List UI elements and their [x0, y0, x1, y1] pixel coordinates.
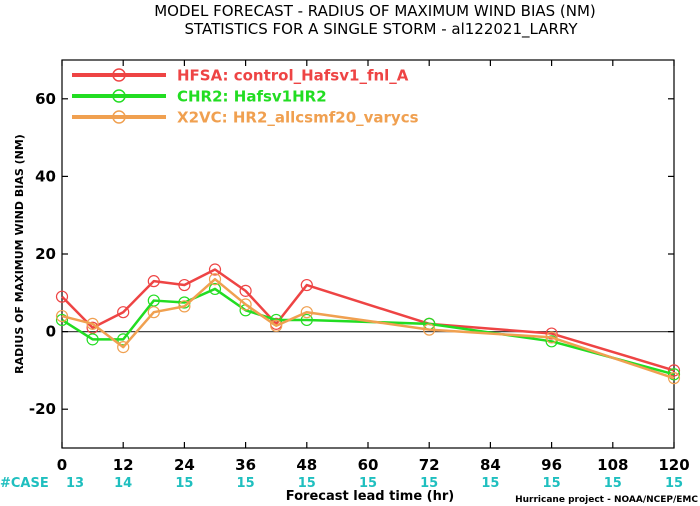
data-point — [86, 317, 99, 330]
series-3 — [55, 273, 681, 385]
credit-text: Hurricane project - NOAA/NCEP/EMC — [515, 495, 698, 505]
data-point — [55, 309, 69, 323]
x-tick-label: 0 — [57, 456, 67, 474]
y-axis-label: RADIUS OF MAXIMUM WIND BIAS (NM) — [13, 134, 26, 374]
x-tick-label: 12 — [113, 456, 134, 474]
data-point — [208, 263, 222, 276]
case-count: 15 — [298, 476, 316, 491]
x-tick-label: 108 — [597, 456, 628, 474]
x-tick-label: 96 — [541, 456, 562, 474]
legend-label: X2VC: HR2_allcsmf20_varycs — [177, 109, 419, 127]
x-tick-label: 72 — [419, 456, 440, 474]
data-point — [147, 294, 160, 307]
data-point — [55, 290, 69, 303]
legend: HFSA: control_Hafsv1_fnl_A CHR2: Hafsv1HR… — [72, 67, 419, 127]
case-label: #CASE — [0, 476, 49, 491]
y-tick-label: 20 — [35, 245, 56, 263]
legend-marker — [112, 110, 126, 124]
data-point — [423, 323, 436, 336]
y-tick-label: 40 — [35, 167, 56, 185]
case-counts: #CASE 13 14 15 15 15 15 15 15 15 15 15 — [0, 476, 683, 491]
chart-title: MODEL FORECAST - RADIUS OF MAXIMUM WIND … — [154, 2, 596, 20]
data-point — [300, 306, 313, 319]
legend-label: HFSA: control_Hafsv1_fnl_A — [177, 67, 409, 85]
data-point — [117, 306, 130, 319]
chart-subtitle: STATISTICS FOR A SINGLE STORM - al122021… — [184, 20, 578, 39]
data-point — [86, 333, 99, 346]
data-point — [270, 319, 283, 332]
data-point — [239, 298, 252, 311]
x-tick-label: 120 — [658, 456, 689, 474]
series-1 — [55, 263, 681, 377]
legend-label: CHR2: Hafsv1HR2 — [177, 88, 327, 106]
data-point — [667, 364, 681, 377]
data-point — [208, 273, 222, 286]
case-count: 13 — [66, 476, 84, 491]
series-2 — [55, 282, 681, 381]
data-point — [300, 313, 313, 327]
case-count: 15 — [175, 476, 193, 491]
data-point — [545, 331, 558, 344]
data-point — [300, 278, 313, 292]
case-count: 15 — [665, 476, 683, 491]
case-count: 15 — [237, 476, 255, 491]
data-point — [667, 372, 681, 385]
data-point — [208, 282, 222, 296]
y-axis-ticks: -20 0 20 40 60 — [29, 90, 674, 418]
x-tick-label: 84 — [480, 456, 501, 474]
series-line — [61, 277, 675, 380]
data-point — [178, 278, 191, 292]
data-point — [117, 341, 130, 354]
y-tick-label: -20 — [29, 400, 56, 418]
data-point — [239, 284, 252, 297]
legend-marker — [112, 68, 126, 82]
data-point — [545, 335, 558, 348]
data-point — [55, 313, 69, 327]
x-tick-label: 48 — [296, 456, 317, 474]
x-tick-label: 24 — [174, 456, 195, 474]
x-axis-label: Forecast lead time (hr) — [286, 489, 454, 504]
data-point — [147, 306, 160, 319]
series-layer — [55, 263, 681, 385]
case-count: 15 — [481, 476, 499, 491]
case-count: 15 — [420, 476, 438, 491]
data-point — [667, 368, 681, 381]
case-count: 15 — [604, 476, 622, 491]
case-count: 14 — [114, 476, 132, 491]
case-count: 15 — [543, 476, 561, 491]
case-count: 15 — [359, 476, 377, 491]
data-point — [178, 300, 191, 313]
data-point — [147, 275, 160, 288]
legend-marker — [112, 89, 126, 103]
x-tick-label: 36 — [235, 456, 256, 474]
x-axis-ticks: 0 12 24 36 48 60 72 84 96 108 120 — [57, 60, 690, 474]
y-tick-label: 0 — [46, 323, 56, 341]
data-point — [545, 327, 558, 340]
x-tick-label: 60 — [358, 456, 379, 474]
y-tick-label: 60 — [35, 90, 56, 108]
